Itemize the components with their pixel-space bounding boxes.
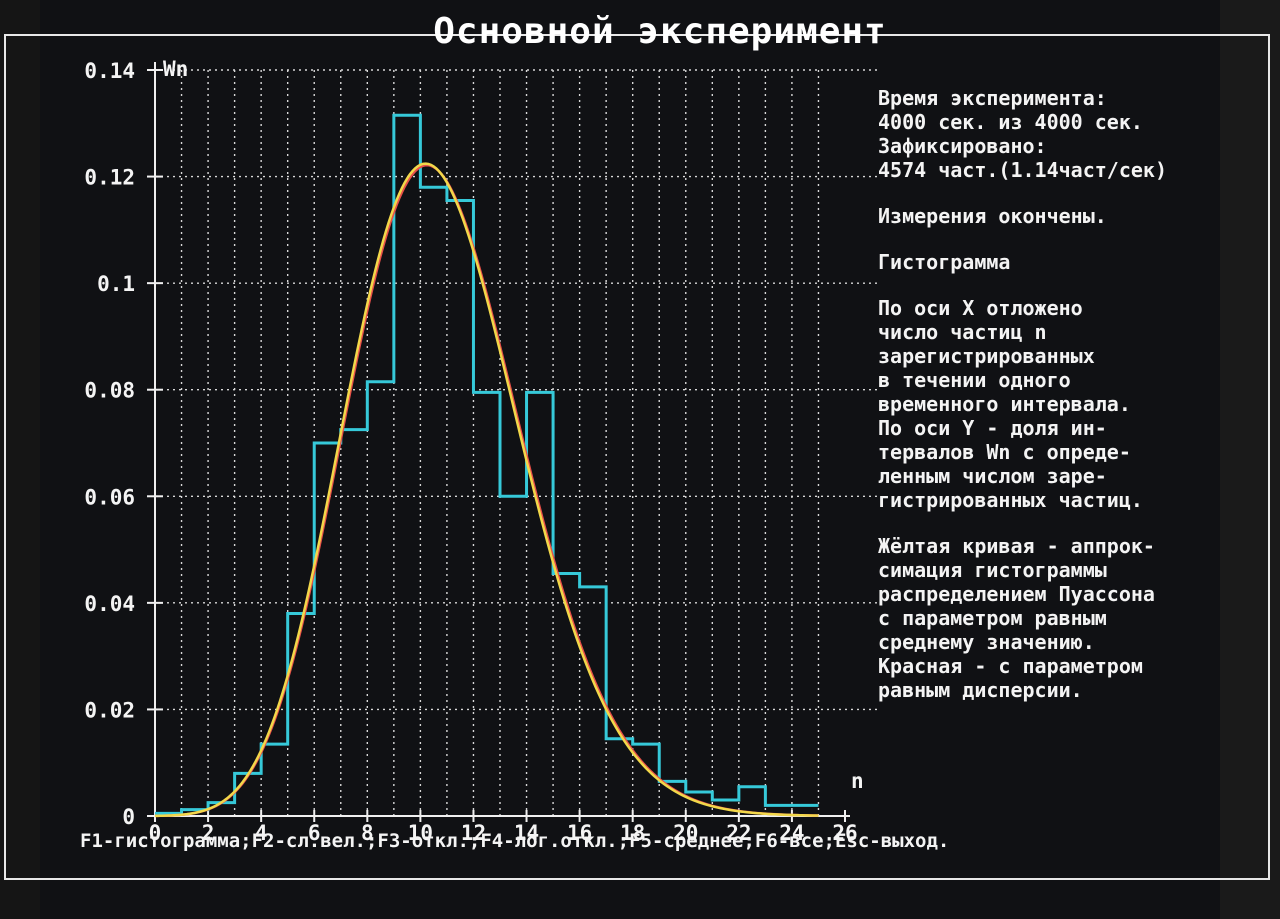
x-tick-label: 10 <box>408 821 433 845</box>
info-line: Время эксперимента: <box>878 86 1107 110</box>
histogram-bin <box>208 803 235 816</box>
monitor-bezel-right <box>1220 0 1280 919</box>
y-tick-label: 0.06 <box>84 485 135 509</box>
status-text: Измерения окончены. <box>878 204 1107 228</box>
histogram-bin <box>261 744 288 816</box>
description-line: временного интервала. <box>878 392 1131 416</box>
x-tick-label: 20 <box>673 821 698 845</box>
curve-description: Жёлтая кривая - аппрок-симация гистограм… <box>878 534 1268 702</box>
histogram-bin <box>659 781 686 816</box>
description-line: число частиц n <box>878 320 1047 344</box>
histogram-bin <box>473 392 500 816</box>
axis-layer <box>147 62 850 822</box>
legend-line: с параметром равным <box>878 606 1107 630</box>
x-tick-label: 24 <box>779 821 804 845</box>
info-line: Зафиксировано: <box>878 134 1047 158</box>
description-line: зарегистрированных <box>878 344 1095 368</box>
y-tick-label: 0.12 <box>84 166 135 190</box>
info-line: 4000 сек. из 4000 сек. <box>878 110 1143 134</box>
window-frame <box>4 34 1270 880</box>
histogram-bin <box>500 496 527 816</box>
histogram-bin <box>367 382 394 816</box>
x-tick-label: 4 <box>255 821 268 845</box>
page-title: Основной эксперимент <box>433 11 887 52</box>
histogram-bin <box>394 115 421 816</box>
histogram-bin <box>235 773 262 816</box>
description-line: в течении одного <box>878 368 1071 392</box>
x-tick-label: 2 <box>202 821 215 845</box>
histogram-bin <box>288 614 315 816</box>
histogram-bin <box>527 392 554 816</box>
legend-line: Жёлтая кривая - аппрок- <box>878 534 1155 558</box>
description-line: гистрированных частиц. <box>878 488 1143 512</box>
x-axis-label: n <box>851 769 864 793</box>
histogram-outline <box>155 113 819 815</box>
x-tick-label: 16 <box>567 821 592 845</box>
histogram-bin <box>447 201 474 816</box>
y-tick-label: 0.1 <box>97 272 135 296</box>
description-line: По оси X отложено <box>878 296 1083 320</box>
x-tick-label: 0 <box>149 821 162 845</box>
label-layer: 00.020.040.060.080.10.120.140 2 4 6 8 10 12 14 1… <box>84 57 863 845</box>
y-tick-label: 0 <box>122 805 135 829</box>
legend-line: среднему значению. <box>878 630 1095 654</box>
x-tick-label: 8 <box>361 821 374 845</box>
description-line: ленным числом заре- <box>878 464 1107 488</box>
y-tick-label: 0.04 <box>84 592 135 616</box>
x-tick-label: 14 <box>514 821 539 845</box>
series-layer <box>154 113 819 818</box>
legend-line: распределением Пуассона <box>878 582 1155 606</box>
monitor-bezel-left <box>0 0 40 919</box>
x-tick-label: 18 <box>620 821 645 845</box>
info-panel: Время эксперимента: 4000 сек. из 4000 сек… <box>878 86 1268 702</box>
poisson-curve-variance <box>154 163 819 818</box>
info-line: 4574 част.(1.14част/сек) <box>878 158 1167 182</box>
grid-layer <box>155 69 880 816</box>
histogram-bin <box>420 187 447 816</box>
y-tick-label: 0.08 <box>84 379 135 403</box>
function-key-bar: F1-гистограмма;F2-сл.вел.;F3-откл.;F4-ло… <box>80 830 950 852</box>
x-tick-label: 6 <box>308 821 321 845</box>
y-tick-label: 0.02 <box>84 698 135 722</box>
histogram-bin <box>606 739 633 816</box>
section-heading: Гистограмма <box>878 250 1011 274</box>
x-tick-label: 22 <box>726 821 751 845</box>
y-axis-label: Wn <box>163 57 188 81</box>
histogram-bin <box>341 430 368 816</box>
experiment-info: Время эксперимента: 4000 сек. из 4000 сек… <box>878 86 1268 182</box>
y-tick-label: 0.14 <box>84 59 135 83</box>
legend-line: симация гистограммы <box>878 558 1107 582</box>
axis-description: По оси X отложено число частиц n зарегистр… <box>878 296 1268 512</box>
x-tick-label: 26 <box>832 821 857 845</box>
legend-line: равным дисперсии. <box>878 678 1083 702</box>
legend-line: Красная - с параметром <box>878 654 1143 678</box>
x-tick-label: 12 <box>461 821 486 845</box>
description-line: тервалов Wn с опреде- <box>878 440 1131 464</box>
description-line: По оси Y - доля ин- <box>878 416 1107 440</box>
poisson-curve-mean <box>154 162 819 818</box>
